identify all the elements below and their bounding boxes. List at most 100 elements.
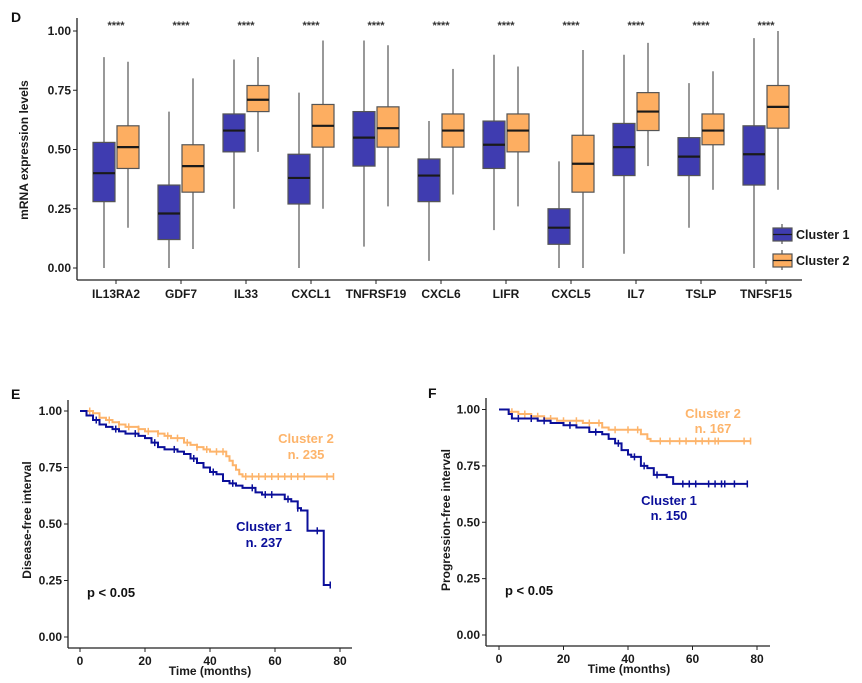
significance-label: ****	[367, 20, 385, 32]
box-cluster-1	[157, 111, 181, 268]
box-body	[742, 125, 766, 186]
x-tick-label-d: CXCL6	[421, 287, 461, 301]
box-body	[352, 110, 376, 167]
legend-label-cluster-2: Cluster 2	[796, 254, 850, 268]
box-body	[157, 184, 181, 241]
y-tick-label-e: 0.50	[39, 517, 63, 531]
y-tick-label-f: 1.00	[457, 403, 481, 417]
label-cluster-1-e: Cluster 1	[236, 519, 292, 534]
y-axis-title-d: mRNA expression levels	[17, 80, 31, 220]
box-cluster-2	[376, 45, 400, 207]
x-tick-label-d: CXCL5	[551, 287, 591, 301]
y-tick-label-f: 0.25	[457, 572, 481, 586]
legend-item-cluster-1: Cluster 1	[772, 224, 850, 244]
x-tick-label-d: LIFR	[493, 287, 520, 301]
curves-e	[80, 407, 335, 589]
panel-d-boxplot: D mRNA expression levels 0.00 0.25 0.50 0.7…	[11, 9, 850, 301]
significance-label: ****	[562, 20, 580, 32]
y-tick-label-d: 0.25	[48, 202, 72, 216]
y-tick-label-d: 0.00	[48, 261, 72, 275]
x-tick-label-f: 60	[686, 652, 700, 666]
box-body	[547, 208, 571, 245]
x-tick-label-d: TNFSF15	[740, 287, 792, 301]
legend-item-cluster-2: Cluster 2	[772, 250, 850, 270]
significance-label: ****	[692, 20, 710, 32]
box-body	[287, 153, 311, 205]
y-tick-label-f: 0.00	[457, 628, 481, 642]
panel-label-d: D	[11, 9, 21, 25]
box-body	[222, 113, 246, 153]
significance-label: ****	[107, 20, 125, 32]
curves-f	[499, 408, 752, 488]
boxes-d	[92, 31, 790, 268]
x-tick-label-e: 40	[203, 654, 217, 668]
box-cluster-2	[311, 40, 335, 209]
y-tick-label-f: 0.75	[457, 459, 481, 473]
box-cluster-1	[482, 54, 506, 231]
box-cluster-2	[571, 49, 595, 268]
x-tick-label-d: TSLP	[686, 287, 717, 301]
significance-label: ****	[497, 20, 515, 32]
ticks-f: 0.00 0.25 0.50 0.75 1.00 0 20 40 60 80	[457, 403, 764, 667]
label-n-cluster-2-f: n. 167	[695, 421, 732, 436]
box-cluster-1	[677, 83, 701, 228]
x-tick-label-f: 20	[557, 652, 571, 666]
legend-label-cluster-1: Cluster 1	[796, 228, 850, 242]
x-tick-label-f: 80	[750, 652, 764, 666]
x-tick-label-f: 0	[496, 652, 503, 666]
significance-label: ****	[302, 20, 320, 32]
y-tick-label-d: 0.75	[48, 83, 72, 97]
x-tick-label-d: TNFRSF19	[346, 287, 407, 301]
y-ticks-d: 0.00 0.25 0.50 0.75 1.00	[48, 24, 77, 275]
x-tick-label-d: CXCL1	[291, 287, 331, 301]
box-cluster-1	[417, 121, 441, 261]
box-body	[417, 158, 441, 203]
box-body	[701, 113, 725, 146]
label-cluster-2-e: Cluster 2	[278, 431, 334, 446]
x-tick-label-e: 20	[138, 654, 152, 668]
panel-label-e: E	[11, 386, 20, 402]
significance-label: ****	[432, 20, 450, 32]
box-body	[612, 122, 636, 177]
box-cluster-2	[506, 66, 530, 207]
x-ticks-d: IL13RA2 GDF7 IL33 CXCL1 TNFRSF19 CXCL6 LIFR CXC…	[92, 280, 792, 301]
x-tick-label-e: 60	[268, 654, 282, 668]
y-tick-label-e: 0.75	[39, 461, 63, 475]
label-n-cluster-2-e: n. 235	[288, 447, 325, 462]
significance-label: ****	[172, 20, 190, 32]
p-value-e: p < 0.05	[87, 585, 135, 600]
x-axis-title-f: Time (months)	[588, 662, 670, 676]
x-tick-label-d: IL7	[627, 287, 645, 301]
significance-label: ****	[627, 20, 645, 32]
ticks-e: 0.00 0.25 0.50 0.75 1.00 0 20 40 60 80	[39, 404, 347, 668]
km-curve-cluster-1	[80, 410, 331, 587]
x-axis-title-e: Time (months)	[169, 664, 251, 678]
y-tick-label-d: 0.50	[48, 143, 72, 157]
x-tick-label-d: IL13RA2	[92, 287, 140, 301]
box-cluster-1	[287, 92, 311, 268]
box-cluster-2	[701, 71, 725, 190]
y-tick-label-e: 0.00	[39, 630, 63, 644]
box-cluster-2	[636, 42, 660, 167]
panel-e-km-plot: E Disease-free interval Time (months) 0.…	[11, 386, 352, 678]
label-n-cluster-1-f: n. 150	[651, 508, 688, 523]
label-cluster-1-f: Cluster 1	[641, 493, 697, 508]
box-cluster-1	[612, 54, 636, 254]
box-cluster-2	[441, 68, 465, 195]
box-cluster-1	[547, 161, 571, 268]
y-tick-label-e: 0.25	[39, 574, 63, 588]
km-curve-cluster-2	[80, 410, 334, 478]
box-body	[92, 141, 116, 203]
box-cluster-1	[742, 38, 766, 268]
significance-labels-d: **** **** **** **** **** **** **** **** **** ****…	[107, 20, 775, 32]
legend-d: Cluster 1 Cluster 2	[772, 224, 850, 270]
x-tick-label-d: GDF7	[165, 287, 197, 301]
box-cluster-1	[222, 59, 246, 209]
label-cluster-2-f: Cluster 2	[685, 406, 741, 421]
box-body	[376, 106, 400, 148]
y-axis-title-f: Progression-free interval	[439, 449, 453, 591]
box-body	[181, 144, 205, 193]
y-tick-label-f: 0.50	[457, 515, 481, 529]
x-tick-label-f: 40	[621, 652, 635, 666]
